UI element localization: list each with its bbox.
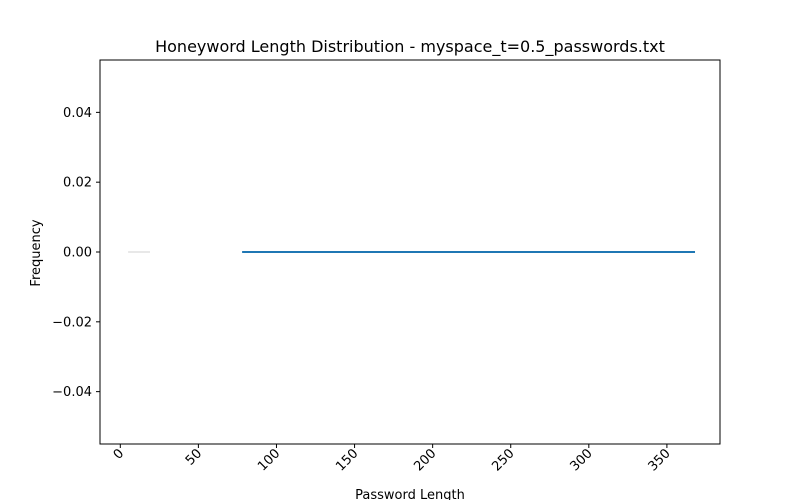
- y-tick-label: 0.02: [63, 176, 92, 191]
- y-tick-label: −0.04: [52, 385, 92, 400]
- y-tick-label: 0.04: [63, 106, 92, 121]
- y-axis-label: Frequency: [29, 219, 44, 286]
- x-axis-label: Password Length: [355, 488, 465, 500]
- axes-frame: [99, 59, 721, 445]
- y-tick-label: −0.02: [52, 315, 92, 330]
- chart-title: Honeyword Length Distribution - myspace_…: [155, 37, 665, 57]
- y-tick-label: 0.00: [63, 246, 92, 261]
